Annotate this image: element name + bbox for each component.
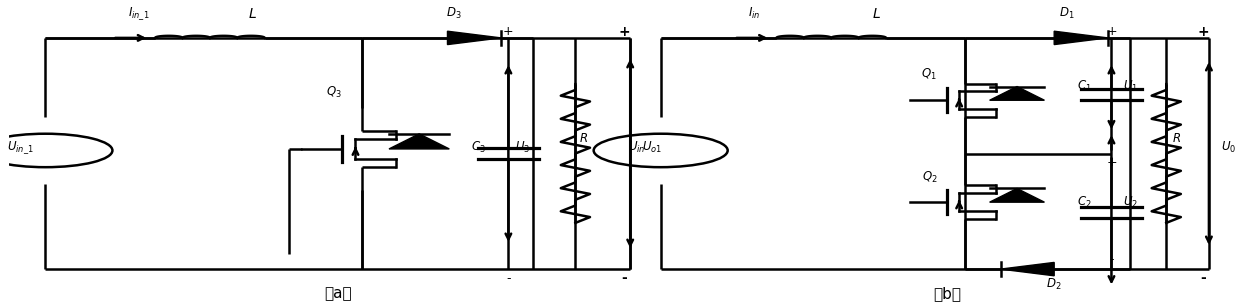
Text: -: - (621, 271, 627, 285)
Polygon shape (1001, 262, 1054, 276)
Text: $C_1$: $C_1$ (1077, 79, 1092, 94)
Text: $U_1$: $U_1$ (1124, 79, 1139, 94)
Text: -: - (507, 272, 510, 285)
Text: +: + (1106, 156, 1116, 169)
Text: +: + (1197, 25, 1208, 39)
Text: $U_0$: $U_0$ (1222, 140, 1237, 155)
Text: $U_2$: $U_2$ (1124, 195, 1139, 210)
Text: $R$: $R$ (579, 132, 589, 145)
Text: $L$: $L$ (872, 6, 881, 21)
Text: $D_3$: $D_3$ (446, 6, 461, 21)
Text: $U_{in\_1}$: $U_{in\_1}$ (6, 139, 33, 156)
Polygon shape (389, 134, 450, 149)
Polygon shape (990, 188, 1044, 202)
Text: $Q_1$: $Q_1$ (922, 67, 937, 82)
Text: $R$: $R$ (1172, 132, 1182, 145)
Text: $D_2$: $D_2$ (1047, 277, 1062, 292)
Text: -: - (1109, 254, 1114, 266)
Polygon shape (990, 87, 1044, 100)
Text: $I_{in\_1}$: $I_{in\_1}$ (129, 5, 150, 22)
Text: -: - (1109, 156, 1114, 169)
Text: $Q_3$: $Q_3$ (326, 85, 342, 100)
Text: +: + (1106, 25, 1116, 38)
Text: -: - (1199, 271, 1206, 285)
Text: $U_{o1}$: $U_{o1}$ (642, 140, 663, 155)
Text: $D_1$: $D_1$ (1058, 6, 1074, 21)
Text: $C_2$: $C_2$ (1078, 195, 1092, 210)
Text: $U_{in}$: $U_{in}$ (628, 140, 646, 155)
Text: $U_3$: $U_3$ (515, 140, 530, 155)
Text: $Q_2$: $Q_2$ (922, 170, 937, 185)
Polygon shape (447, 31, 501, 45)
Text: $I_{in}$: $I_{in}$ (748, 6, 761, 21)
Text: +: + (618, 25, 629, 39)
Polygon shape (1054, 31, 1108, 45)
Text: （b）: （b） (933, 286, 961, 301)
Text: $C_3$: $C_3$ (471, 140, 486, 155)
Text: +: + (503, 25, 514, 38)
Text: （a）: （a） (325, 286, 352, 301)
Text: $L$: $L$ (248, 6, 256, 21)
